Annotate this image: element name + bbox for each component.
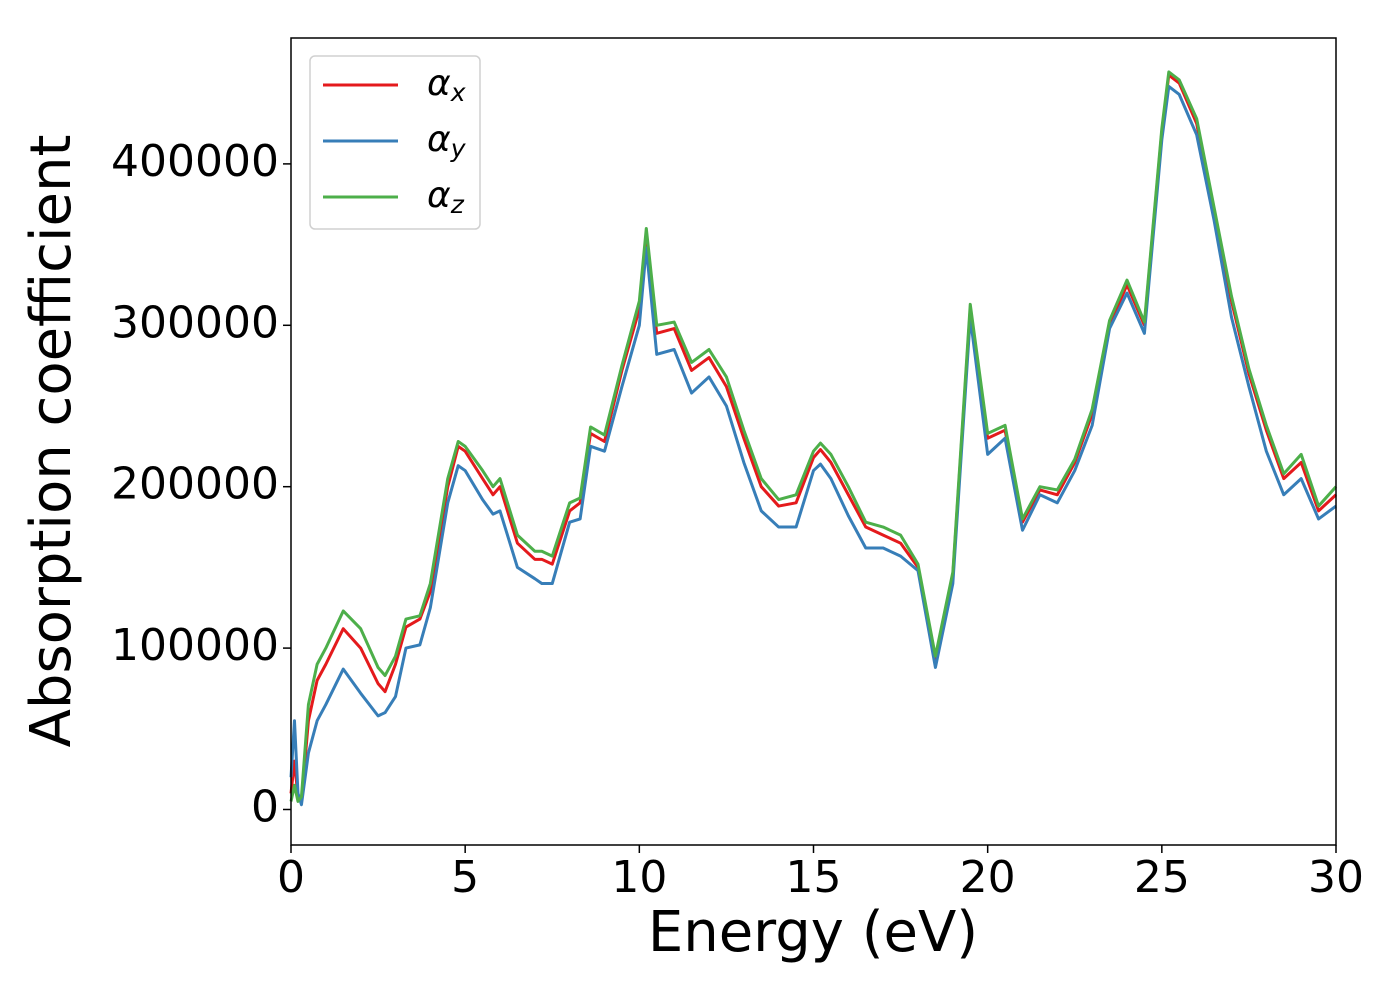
y-tick-label: 0 xyxy=(251,781,279,832)
x-tick-label: 5 xyxy=(451,852,479,903)
x-axis-title: Energy (eV) xyxy=(648,900,978,965)
data-line xyxy=(289,70,1338,803)
y-tick-label: 400000 xyxy=(111,136,279,187)
data-line xyxy=(289,84,1337,807)
x-tick-label: 30 xyxy=(1308,852,1364,903)
legend-label: αy xyxy=(427,119,467,163)
x-tick-label: 15 xyxy=(786,852,842,903)
legend-label: αz xyxy=(427,175,465,219)
y-tick-label: 300000 xyxy=(111,297,279,348)
legend-label: αx xyxy=(427,63,466,107)
x-tick-label: 25 xyxy=(1134,852,1190,903)
x-tick-label: 0 xyxy=(277,852,305,903)
y-tick-label: 200000 xyxy=(111,459,279,510)
y-tick-label: 100000 xyxy=(111,620,279,671)
plot-frame xyxy=(290,37,1337,846)
y-axis-title: Absorption coefficient xyxy=(19,135,84,748)
x-tick-label: 10 xyxy=(611,852,667,903)
x-tick-label: 20 xyxy=(960,852,1016,903)
